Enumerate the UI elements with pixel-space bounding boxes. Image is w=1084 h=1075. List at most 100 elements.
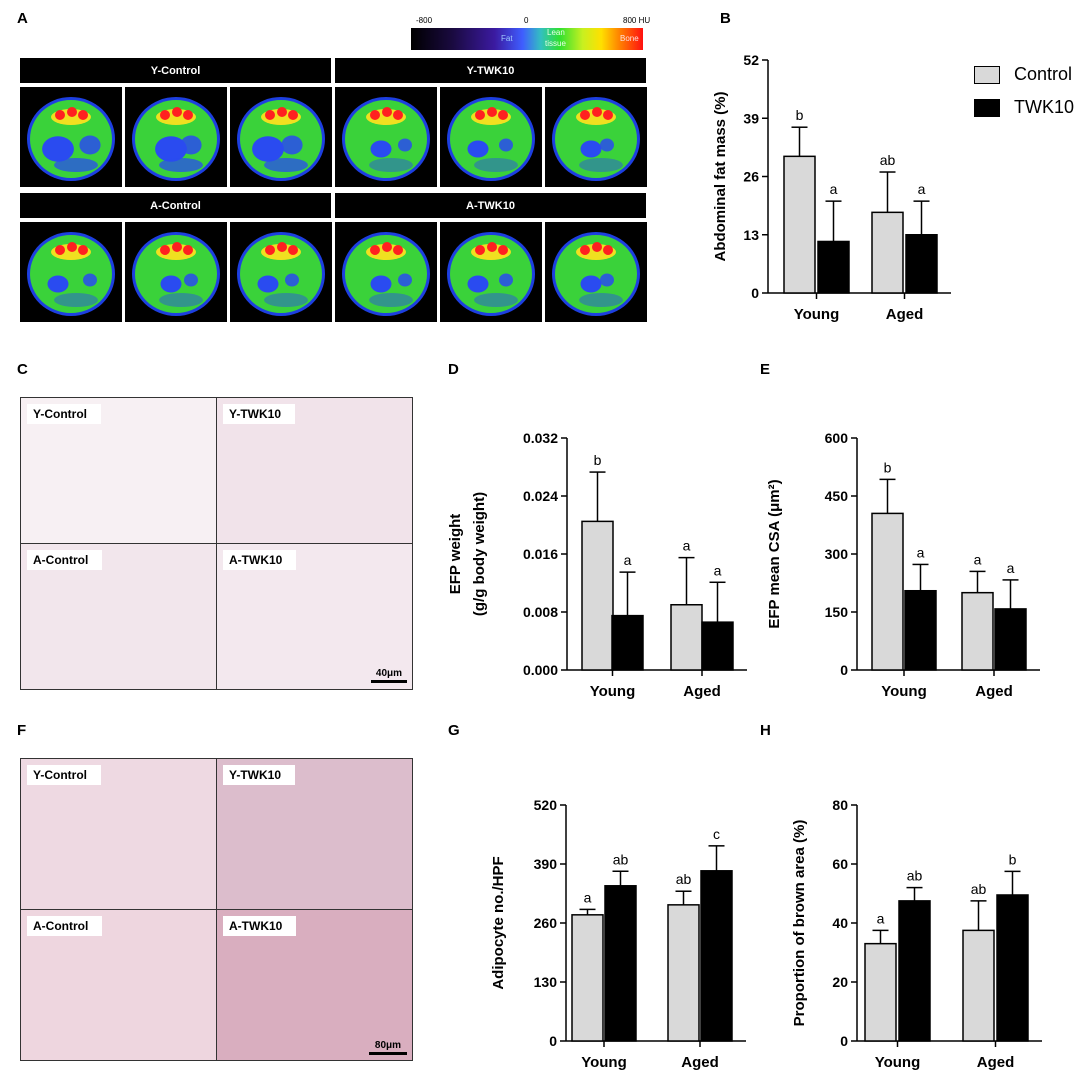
x-category-label: Young — [590, 683, 636, 700]
histo-f-a-control: A-Control — [20, 909, 217, 1061]
bar-twk10-aged — [996, 894, 1029, 1042]
ct-scan-image — [440, 222, 542, 322]
y-tick-label: 390 — [534, 856, 558, 872]
x-category-label: Aged — [886, 306, 924, 323]
x-category-label: Aged — [681, 1054, 719, 1071]
bar-control-aged — [670, 604, 703, 671]
y-tick-label: 0.016 — [523, 546, 558, 562]
scale-bar: 80μm — [369, 1040, 407, 1055]
y-tick-label: 150 — [825, 604, 849, 620]
ct-scan-image — [440, 87, 542, 187]
y-tick-label: 450 — [825, 488, 849, 504]
legend-label-twk10: TWK10 — [1014, 97, 1075, 117]
y-tick-label: 80 — [832, 797, 848, 813]
bar-control-aged — [871, 211, 904, 294]
significance-letter: a — [1007, 560, 1015, 576]
bar-control-aged — [667, 904, 700, 1042]
legend-swatch-control — [974, 65, 1000, 84]
significance-letter: ab — [880, 152, 896, 168]
chart-g: 0 130 260 390 520 Adipocyte no./HPF a ab Young ab… — [490, 797, 746, 1071]
bar-twk10-young — [611, 614, 644, 671]
histo-label: Y-TWK10 — [223, 404, 296, 424]
ct-colorbar: Fat Lean tissue Bone — [411, 28, 643, 50]
panel-letter-h: H — [760, 722, 771, 739]
colorbar-tick-max: 800 HU — [623, 16, 651, 25]
histo-label: Y-TWK10 — [223, 765, 296, 785]
bar-twk10-aged — [905, 234, 938, 294]
significance-letter: a — [830, 181, 838, 197]
colorbar-tick-zero: 0 — [524, 16, 529, 25]
x-category-label: Young — [881, 683, 927, 700]
bar-twk10-young — [604, 885, 637, 1042]
bar-twk10-young — [817, 240, 850, 294]
significance-letter: a — [714, 562, 722, 578]
significance-letter: b — [796, 107, 804, 123]
ct-scan-image — [125, 87, 227, 187]
bar-control-aged — [961, 591, 994, 671]
y-tick-label: 0 — [840, 662, 848, 678]
histo-f-y-control: Y-Control — [20, 758, 217, 910]
histo-c-y-twk10: Y-TWK10 — [216, 397, 413, 544]
bar-control-young — [571, 914, 604, 1042]
colorbar-tick-min: -800 — [416, 16, 433, 25]
bar-twk10-young — [904, 589, 937, 671]
colorbar-label-tissue: tissue — [545, 39, 566, 48]
significance-letter: ab — [971, 881, 987, 897]
significance-letter: c — [713, 826, 720, 842]
ct-scan-image — [335, 87, 437, 187]
chart-e: 0 150 300 450 600 EFP mean CSA (μm²) b a Young a a… — [766, 430, 1040, 700]
y-tick-label: 260 — [534, 915, 558, 931]
bar-twk10-aged — [700, 870, 733, 1042]
bar-control-young — [581, 520, 614, 671]
ct-scan-image — [20, 87, 122, 187]
ct-header-a-control: A-Control — [20, 193, 331, 218]
y-tick-label: 0.008 — [523, 604, 558, 620]
y-tick-label: 52 — [743, 52, 759, 68]
ct-scan-image — [125, 222, 227, 322]
significance-letter: a — [974, 551, 982, 567]
scale-bar-label: 40μm — [375, 668, 403, 679]
legend-item-control: Control — [974, 64, 1074, 85]
ct-header-y-twk10: Y-TWK10 — [335, 58, 646, 83]
panel-letter-a: A — [17, 10, 28, 27]
y-axis-label: Abdominal fat mass (%) — [712, 91, 729, 261]
significance-letter: b — [884, 459, 892, 475]
histo-c-a-control: A-Control — [20, 543, 217, 690]
x-category-label: Young — [875, 1054, 921, 1071]
x-category-label: Young — [794, 306, 840, 323]
chart-b: 0 13 26 39 52 Abdominal fat mass (%) b a Young ab… — [712, 52, 951, 323]
histo-f-a-twk10: A-TWK10 80μm — [216, 909, 413, 1061]
legend-label-control: Control — [1014, 64, 1073, 84]
significance-letter: ab — [676, 871, 692, 887]
chart-h: 0 20 40 60 80 Proportion of brown area (%) a ab… — [791, 797, 1042, 1071]
significance-letter: a — [624, 552, 632, 568]
y-tick-label: 130 — [534, 974, 558, 990]
y-tick-label: 0.000 — [523, 662, 558, 678]
legend-item-twk10: TWK10 — [974, 97, 1074, 118]
x-category-label: Aged — [977, 1054, 1015, 1071]
histo-c-a-twk10: A-TWK10 40μm — [216, 543, 413, 690]
ct-scan-image — [230, 222, 332, 322]
colorbar-label-lean: Lean — [547, 28, 565, 37]
y-tick-label: 26 — [743, 169, 759, 185]
y-tick-label: 13 — [743, 227, 759, 243]
panel-letter-f: F — [17, 722, 27, 739]
y-axis-label: EFP weight — [447, 514, 464, 595]
ct-header-a-twk10: A-TWK10 — [335, 193, 646, 218]
y-tick-label: 60 — [832, 856, 848, 872]
scale-bar-label: 80μm — [374, 1040, 402, 1051]
histo-label: Y-Control — [27, 765, 101, 785]
significance-letter: a — [683, 538, 691, 554]
y-tick-label: 0 — [549, 1033, 557, 1049]
y-tick-label: 39 — [743, 110, 759, 126]
ct-scan-image — [545, 87, 647, 187]
bar-control-young — [871, 512, 904, 671]
ct-header-y-control: Y-Control — [20, 58, 331, 83]
bar-twk10-aged — [994, 608, 1027, 671]
ct-scan-image — [335, 222, 437, 322]
colorbar-label-fat: Fat — [501, 34, 513, 43]
significance-letter: a — [918, 181, 926, 197]
panel-letter-g: G — [448, 722, 460, 739]
x-category-label: Aged — [975, 683, 1013, 700]
histo-label: A-TWK10 — [223, 550, 297, 570]
